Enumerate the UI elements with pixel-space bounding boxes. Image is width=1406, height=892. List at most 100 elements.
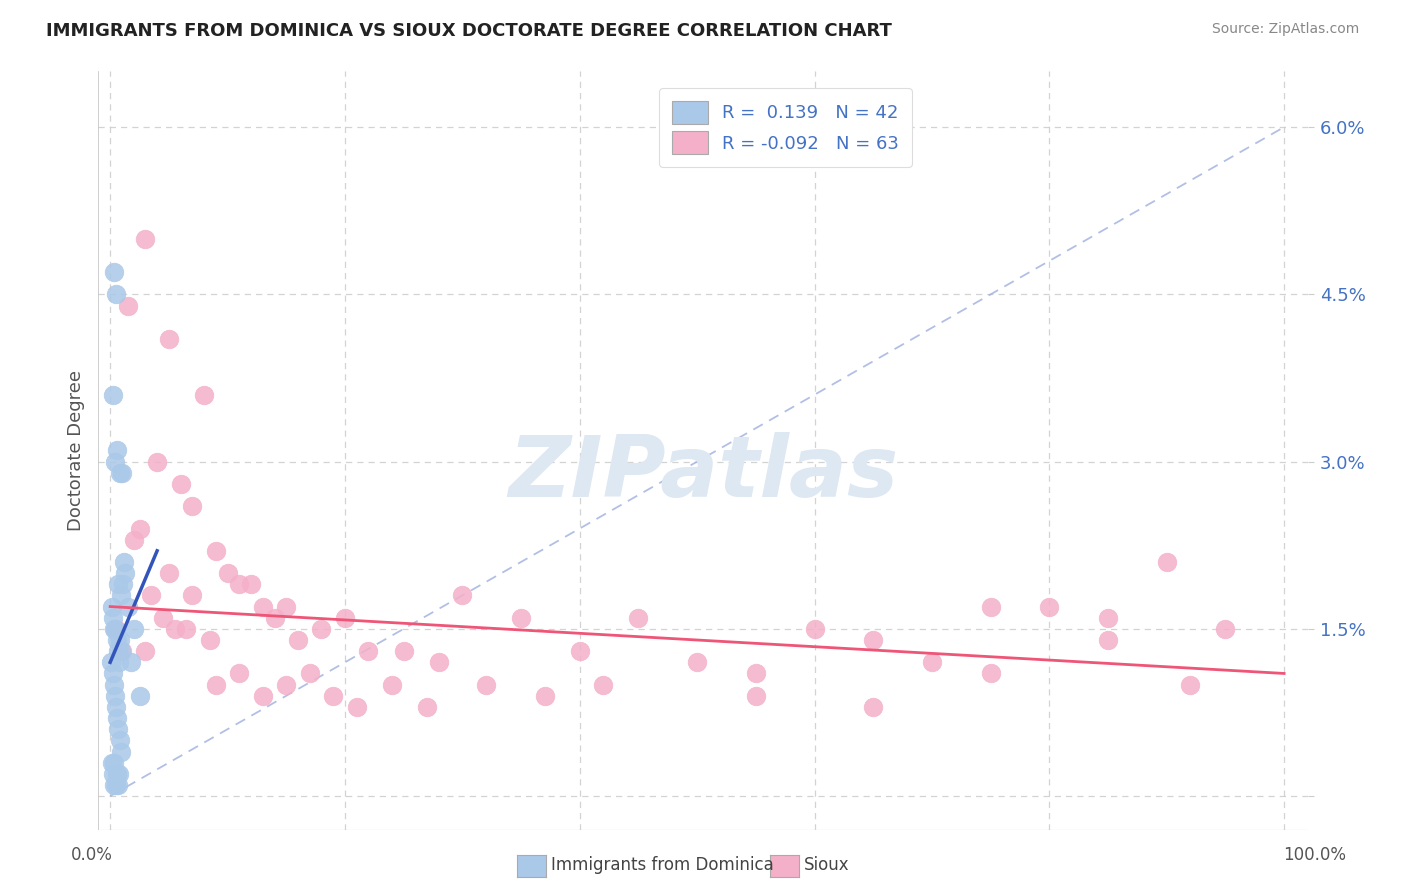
Point (101, 666, 124, 681)
Point (128, 521, 150, 535)
Point (107, 644, 129, 658)
Point (107, 778, 129, 792)
Point (108, 655, 131, 669)
Point (252, 599, 274, 614)
Point (252, 689, 274, 703)
Point (510, 611, 533, 625)
Point (392, 644, 415, 658)
Point (240, 577, 263, 591)
Point (322, 689, 344, 703)
Point (745, 666, 768, 681)
Point (103, 265, 125, 279)
Point (100, 655, 122, 669)
Point (627, 611, 650, 625)
Point (108, 633, 131, 648)
Point (1180, 678, 1202, 692)
Text: Source: ZipAtlas.com: Source: ZipAtlas.com (1212, 22, 1360, 37)
Point (198, 633, 221, 648)
Point (152, 611, 174, 625)
Point (381, 678, 404, 692)
Point (686, 655, 709, 669)
Text: IMMIGRANTS FROM DOMINICA VS SIOUX DOCTORATE DEGREE CORRELATION CHART: IMMIGRANTS FROM DOMINICA VS SIOUX DOCTOR… (46, 22, 893, 40)
Point (105, 443, 128, 458)
Point (163, 622, 186, 636)
Point (416, 699, 439, 714)
Point (105, 778, 128, 792)
Point (181, 500, 204, 514)
Point (101, 756, 124, 770)
Point (108, 733, 131, 747)
Text: ZIPatlas: ZIPatlas (508, 432, 898, 515)
Point (333, 611, 356, 625)
Point (101, 599, 124, 614)
Point (110, 589, 132, 603)
Point (745, 689, 768, 703)
Point (980, 666, 1002, 681)
Point (103, 756, 125, 770)
Point (803, 622, 825, 636)
Point (107, 723, 129, 737)
Point (193, 387, 215, 401)
Point (346, 699, 368, 714)
Point (122, 533, 145, 547)
Point (169, 477, 191, 491)
Point (276, 678, 298, 692)
Point (103, 778, 125, 792)
Point (134, 644, 156, 658)
Point (111, 466, 134, 480)
Legend: R =  0.139   N = 42, R = -0.092   N = 63: R = 0.139 N = 42, R = -0.092 N = 63 (659, 88, 911, 167)
Point (107, 577, 129, 591)
Point (357, 644, 380, 658)
Point (114, 566, 136, 581)
Point (475, 678, 498, 692)
Point (1215, 622, 1237, 636)
Point (105, 767, 128, 781)
Point (128, 689, 150, 703)
Point (110, 744, 132, 758)
Point (105, 622, 128, 636)
Point (120, 655, 142, 669)
Point (287, 633, 309, 648)
Point (108, 767, 131, 781)
Point (228, 666, 250, 681)
Point (104, 622, 127, 636)
Point (101, 611, 124, 625)
Point (105, 711, 128, 725)
Point (141, 589, 163, 603)
Point (204, 544, 226, 558)
Y-axis label: Doctorate Degree: Doctorate Degree (66, 370, 84, 531)
Point (427, 655, 450, 669)
Point (862, 699, 884, 714)
Point (1156, 555, 1178, 569)
Point (105, 287, 128, 301)
Point (263, 611, 285, 625)
Point (117, 599, 139, 614)
Point (568, 644, 591, 658)
Point (276, 599, 298, 614)
Point (146, 455, 169, 469)
Point (103, 622, 125, 636)
Point (176, 622, 198, 636)
Point (1097, 611, 1119, 625)
Point (111, 644, 134, 658)
Point (217, 566, 239, 581)
Point (311, 622, 333, 636)
Point (533, 689, 555, 703)
Point (980, 599, 1002, 614)
Point (112, 555, 135, 569)
Point (298, 666, 321, 681)
Point (103, 678, 125, 692)
Point (157, 332, 180, 346)
Point (157, 566, 180, 581)
Text: Sioux: Sioux (804, 856, 849, 874)
Point (104, 455, 127, 469)
Point (1038, 599, 1060, 614)
Text: 100.0%: 100.0% (1284, 846, 1346, 863)
Point (110, 644, 132, 658)
Point (228, 577, 250, 591)
Point (112, 577, 135, 591)
Point (181, 589, 204, 603)
Point (104, 689, 127, 703)
Point (122, 622, 145, 636)
Point (108, 466, 131, 480)
